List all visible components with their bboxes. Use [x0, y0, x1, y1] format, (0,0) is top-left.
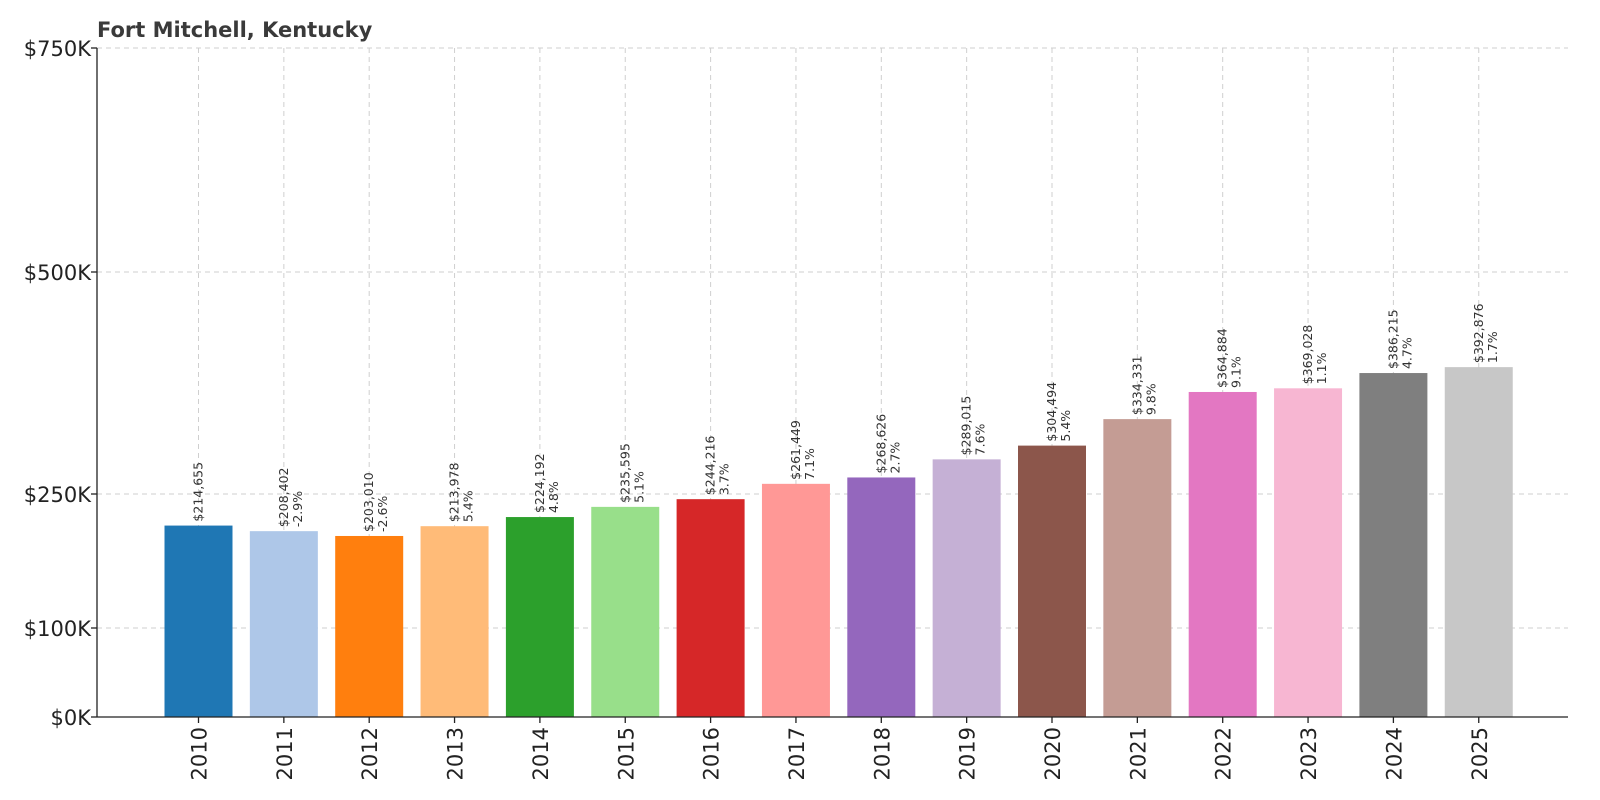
change-label: 5.4% [461, 490, 476, 522]
x-tick-label: 2013 [444, 727, 468, 780]
change-label: 3.7% [717, 463, 732, 495]
x-tick-label: 2011 [273, 727, 297, 780]
value-label: $304,494 [1044, 382, 1059, 442]
bar-2023 [1274, 388, 1343, 717]
x-tick-label: 2016 [700, 727, 724, 780]
change-label: 9.1% [1229, 356, 1244, 388]
change-label: -2.6% [375, 496, 390, 532]
y-tick-label: $500K [24, 261, 92, 285]
change-label: 4.7% [1399, 337, 1414, 369]
chart-title: Fort Mitchell, Kentucky [97, 18, 373, 42]
value-label: $208,402 [276, 468, 291, 528]
x-tick-label: 2017 [785, 727, 809, 780]
value-label: $268,626 [873, 414, 888, 474]
y-tick-label: $100K [24, 617, 92, 641]
y-tick-labels: $0K $100K $250K $500K $750K [24, 37, 92, 730]
value-label: $261,449 [788, 420, 803, 480]
value-label: $369,028 [1300, 325, 1315, 385]
bar-2018 [847, 477, 916, 717]
value-label: $289,015 [959, 396, 974, 456]
value-label: $213,978 [447, 462, 462, 522]
change-label: 2.7% [887, 442, 902, 474]
bar-2020 [1018, 445, 1086, 717]
bar-2015 [591, 506, 660, 717]
y-tick-label: $250K [24, 483, 92, 507]
axes [91, 47, 1568, 723]
x-tick-label: 2010 [188, 727, 212, 780]
change-label: 5.1% [631, 471, 646, 503]
value-label: $203,010 [361, 472, 376, 532]
change-label: 4.8% [546, 481, 561, 513]
change-label: 1.7% [1485, 331, 1500, 363]
x-tick-label: 2015 [614, 727, 638, 780]
bar-2012 [335, 535, 404, 717]
x-tick-label: 2025 [1468, 727, 1492, 780]
value-label: $214,655 [191, 462, 206, 522]
x-tick-labels: 2010 2011 2012 2013 2014 2015 2016 2017 2018 2019… [188, 727, 1492, 780]
change-label: -2.9% [290, 491, 305, 527]
y-tick-label: $750K [24, 37, 92, 61]
bar-2022 [1188, 391, 1257, 717]
bar-2013 [420, 526, 489, 717]
bar-2019 [932, 459, 1001, 717]
x-tick-label: 2021 [1126, 727, 1150, 780]
value-label: $392,876 [1471, 303, 1486, 363]
bar-2011 [249, 531, 318, 717]
value-label: $235,595 [617, 443, 632, 503]
bar-2021 [1103, 419, 1172, 717]
bar-2025 [1444, 367, 1513, 717]
value-label: $224,192 [532, 453, 547, 513]
change-label: 5.4% [1058, 410, 1073, 442]
change-label: 7.1% [802, 448, 817, 480]
change-label: 1.1% [1314, 352, 1329, 384]
x-tick-label: 2020 [1041, 727, 1065, 780]
x-tick-label: 2014 [529, 727, 553, 780]
bar-2010 [164, 525, 233, 717]
bar-2017 [761, 483, 830, 717]
change-label: 9.8% [1143, 383, 1158, 415]
x-tick-label: 2022 [1212, 727, 1236, 780]
value-label: $364,884 [1215, 328, 1230, 388]
x-tick-label: 2024 [1382, 727, 1406, 780]
value-label: $244,216 [703, 435, 718, 495]
bar-2016 [676, 499, 745, 717]
change-label: 7.6% [973, 423, 988, 455]
bar-2024 [1359, 373, 1428, 717]
x-tick-label: 2012 [358, 727, 382, 780]
bar-2014 [505, 517, 574, 717]
x-tick-label: 2023 [1297, 727, 1321, 780]
y-tick-label: $0K [51, 706, 93, 730]
value-label: $386,215 [1385, 309, 1400, 369]
value-label: $334,331 [1129, 355, 1144, 415]
data-labels: $214,655 $208,402 -2.9% $203,010 -2.6% $213,9… [191, 303, 1500, 532]
x-tick-label: 2019 [956, 727, 980, 780]
x-tick-label: 2018 [870, 727, 894, 780]
bars [164, 367, 1513, 717]
